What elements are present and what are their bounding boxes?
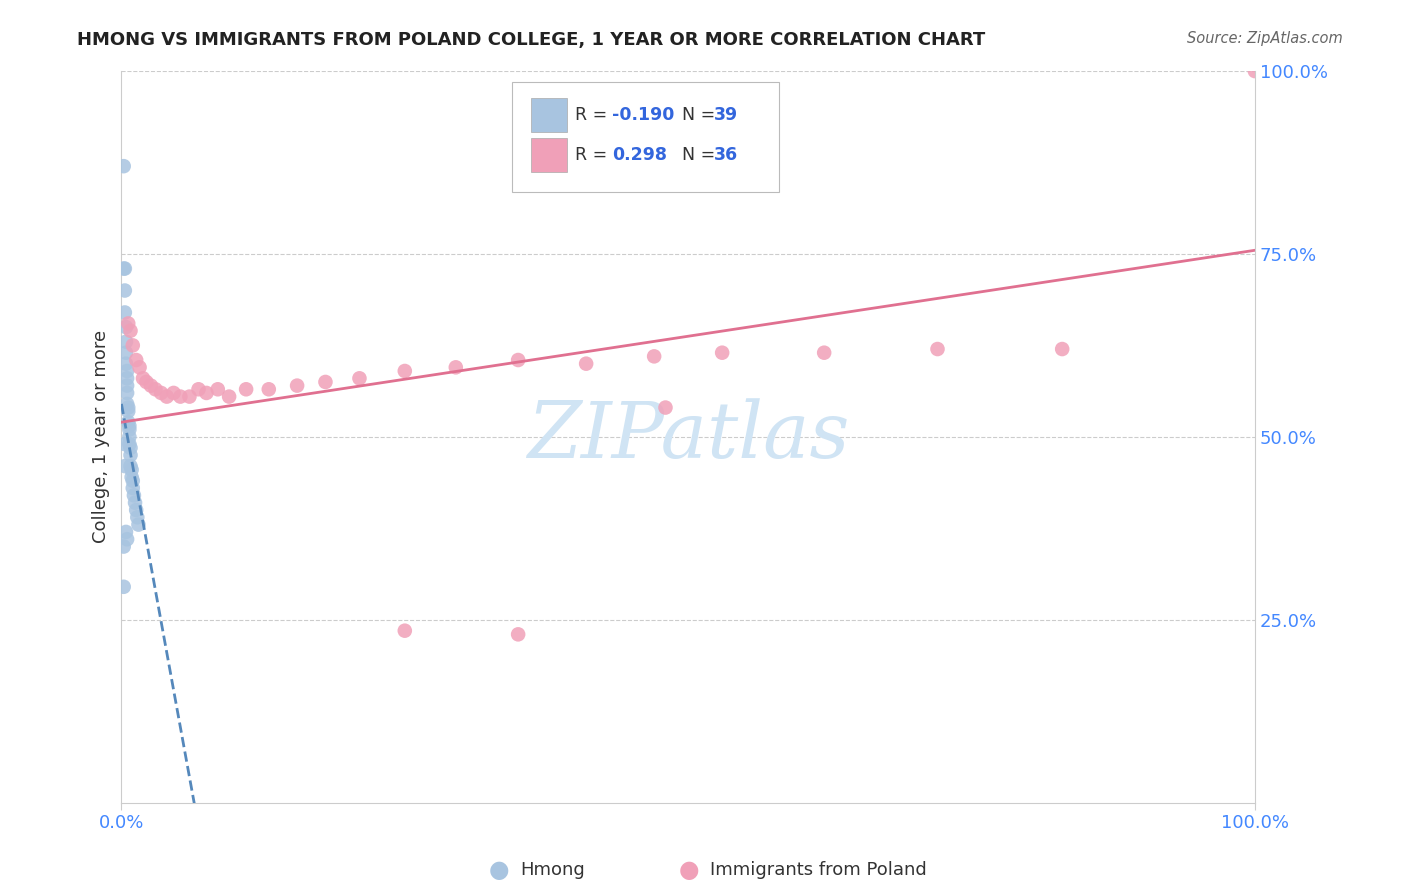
Point — [121, 463, 143, 477]
Text: R =: R = — [575, 106, 613, 124]
Point — [112, 159, 135, 173]
Point — [112, 540, 135, 554]
Point — [125, 353, 148, 368]
Point — [121, 338, 143, 352]
Text: R =: R = — [575, 146, 619, 164]
Point — [115, 378, 138, 392]
Point — [187, 382, 209, 396]
Point — [118, 430, 141, 444]
Point — [115, 386, 138, 401]
Point — [128, 360, 150, 375]
Point — [112, 580, 135, 594]
Point — [132, 371, 155, 385]
Point — [115, 357, 138, 371]
Point — [813, 345, 835, 359]
Point — [114, 437, 136, 451]
Point — [218, 390, 240, 404]
Point — [114, 459, 136, 474]
Point — [115, 533, 138, 547]
Point — [135, 375, 157, 389]
Point — [118, 423, 141, 437]
Point — [115, 397, 138, 411]
Point — [127, 517, 149, 532]
Point — [349, 371, 371, 385]
Point — [314, 375, 336, 389]
FancyBboxPatch shape — [512, 82, 779, 192]
Point — [120, 448, 142, 462]
Point — [118, 418, 141, 433]
Point — [121, 474, 143, 488]
Point — [114, 284, 136, 298]
Point — [114, 305, 136, 319]
Point — [115, 524, 138, 539]
Point — [1244, 64, 1267, 78]
Point — [394, 624, 416, 638]
Point — [145, 382, 167, 396]
Point — [115, 345, 138, 359]
Text: ●: ● — [489, 858, 509, 881]
Text: -0.190: -0.190 — [612, 106, 675, 124]
Point — [169, 390, 191, 404]
Point — [115, 320, 138, 334]
Point — [122, 488, 145, 502]
Point — [120, 459, 142, 474]
Point — [508, 627, 530, 641]
Text: N =: N = — [671, 146, 721, 164]
Point — [257, 382, 280, 396]
Y-axis label: College, 1 year or more: College, 1 year or more — [93, 330, 110, 543]
Point — [127, 510, 149, 524]
Text: ●: ● — [679, 858, 699, 881]
Point — [117, 415, 139, 429]
Point — [927, 342, 949, 356]
Point — [120, 324, 142, 338]
Text: 39: 39 — [714, 106, 738, 124]
FancyBboxPatch shape — [530, 138, 567, 172]
Point — [207, 382, 229, 396]
Point — [235, 382, 257, 396]
Point — [115, 364, 138, 378]
Point — [112, 261, 135, 276]
Point — [121, 470, 143, 484]
Point — [118, 437, 141, 451]
Text: Source: ZipAtlas.com: Source: ZipAtlas.com — [1187, 31, 1343, 46]
Point — [508, 353, 530, 368]
Point — [444, 360, 467, 375]
Point — [654, 401, 676, 415]
Point — [1050, 342, 1073, 356]
Point — [121, 481, 143, 495]
Point — [285, 378, 308, 392]
Point — [115, 334, 138, 349]
Point — [115, 371, 138, 385]
Point — [117, 404, 139, 418]
Text: Immigrants from Poland: Immigrants from Poland — [710, 861, 927, 879]
FancyBboxPatch shape — [530, 98, 567, 132]
Text: HMONG VS IMMIGRANTS FROM POLAND COLLEGE, 1 YEAR OR MORE CORRELATION CHART: HMONG VS IMMIGRANTS FROM POLAND COLLEGE,… — [77, 31, 986, 49]
Point — [162, 386, 184, 401]
Point — [150, 386, 173, 401]
Point — [117, 317, 139, 331]
Point — [156, 390, 179, 404]
Text: Hmong: Hmong — [520, 861, 585, 879]
Point — [575, 357, 598, 371]
Point — [120, 441, 142, 455]
Point — [114, 261, 136, 276]
Point — [124, 496, 146, 510]
Text: 0.298: 0.298 — [612, 146, 668, 164]
Point — [643, 350, 665, 364]
Text: ZIPatlas: ZIPatlas — [527, 399, 849, 475]
Point — [195, 386, 218, 401]
Point — [394, 364, 416, 378]
Point — [125, 503, 148, 517]
Point — [711, 345, 734, 359]
Point — [139, 378, 162, 392]
Point — [179, 390, 201, 404]
Point — [117, 401, 139, 415]
Text: 36: 36 — [714, 146, 738, 164]
Text: N =: N = — [671, 106, 721, 124]
